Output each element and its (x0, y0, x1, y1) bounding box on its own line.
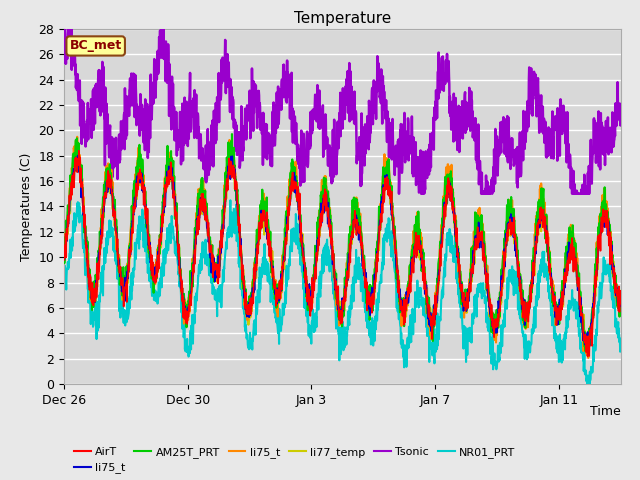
Y-axis label: Temperatures (C): Temperatures (C) (20, 152, 33, 261)
Legend: AirT, li75_t, AM25T_PRT, li75_t, li77_temp, Tsonic, NR01_PRT: AirT, li75_t, AM25T_PRT, li75_t, li77_te… (70, 443, 520, 478)
Text: BC_met: BC_met (70, 39, 122, 52)
Title: Temperature: Temperature (294, 11, 391, 26)
Text: Time: Time (590, 405, 621, 418)
